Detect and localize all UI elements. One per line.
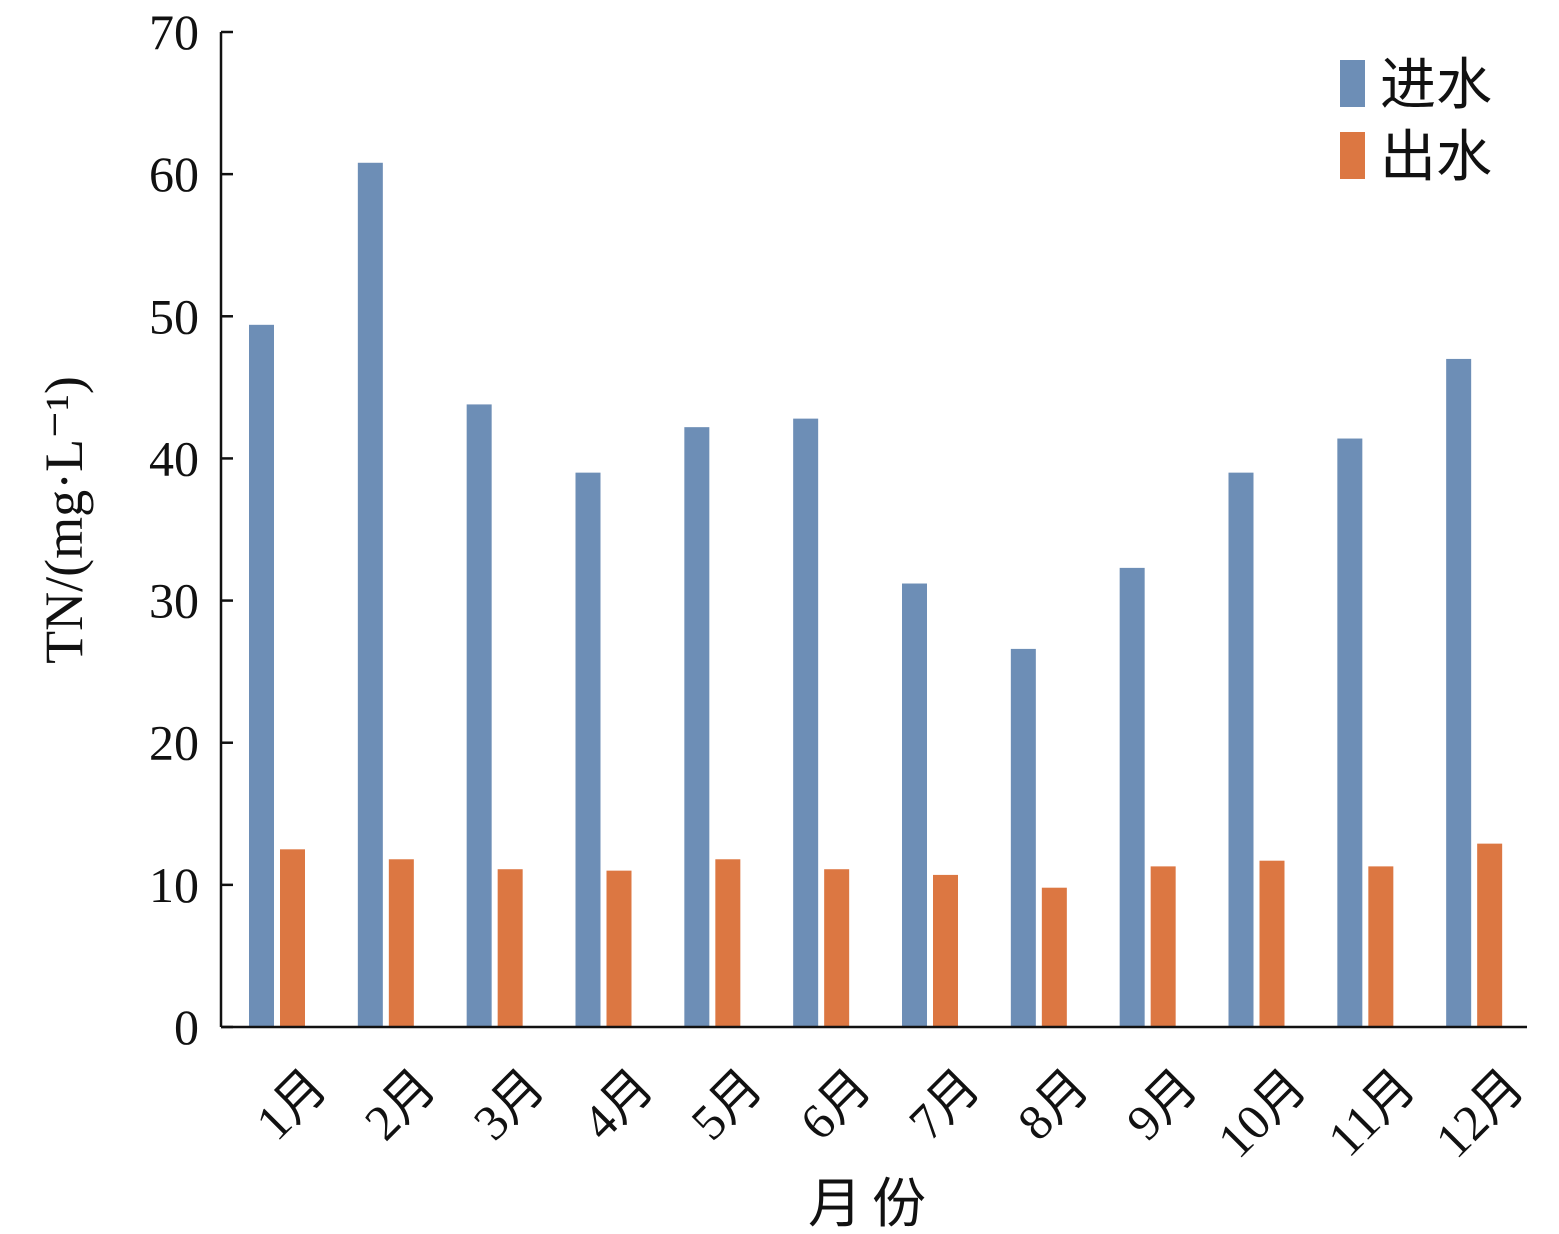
- legend-swatch: [1340, 60, 1365, 107]
- bar-inflow-3: [466, 404, 492, 1027]
- bar-outflow-3: [497, 869, 523, 1027]
- bar-inflow-12: [1446, 358, 1472, 1027]
- x-tick-label: 11月: [1317, 1058, 1426, 1167]
- y-tick-label: 20: [149, 715, 199, 771]
- y-tick-label: 70: [149, 4, 199, 60]
- bar-inflow-9: [1119, 567, 1145, 1027]
- bar-inflow-8: [1010, 648, 1036, 1027]
- bar-inflow-4: [575, 472, 601, 1028]
- bar-outflow-8: [1041, 887, 1067, 1027]
- y-tick-label: 0: [174, 999, 199, 1055]
- bar-inflow-5: [684, 427, 710, 1028]
- bar-outflow-6: [824, 869, 850, 1027]
- bar-outflow-11: [1368, 866, 1394, 1027]
- legend-label: 出水: [1380, 127, 1492, 189]
- y-tick-label: 30: [149, 573, 199, 629]
- legend-label: 进水: [1380, 55, 1492, 117]
- bar-inflow-10: [1228, 472, 1254, 1028]
- x-tick-label: 7月: [898, 1058, 991, 1151]
- bar-inflow-11: [1337, 438, 1363, 1027]
- y-axis-title: TN/(mg·L⁻¹): [34, 376, 94, 664]
- x-tick-label: 5月: [680, 1058, 773, 1151]
- legend-swatch: [1340, 132, 1365, 179]
- bar-inflow-7: [902, 583, 927, 1027]
- y-axis: 0 10 20 30 40 50 60 70: [149, 4, 233, 1055]
- x-tick-label: 2月: [354, 1058, 447, 1151]
- x-tick-label: 3月: [463, 1058, 556, 1151]
- bar-outflow-12: [1477, 843, 1503, 1027]
- x-tick-label: 6月: [789, 1058, 882, 1151]
- x-tick-label: 8月: [1007, 1058, 1100, 1151]
- x-tick-label: 10月: [1207, 1058, 1317, 1168]
- bar-inflow-2: [357, 162, 383, 1027]
- bar-outflow-2: [388, 859, 414, 1027]
- y-tick-label: 10: [149, 857, 199, 913]
- bar-outflow-5: [715, 859, 741, 1027]
- y-tick-label: 40: [149, 430, 199, 486]
- bar-inflow-6: [793, 418, 819, 1028]
- bar-inflow-1: [249, 324, 274, 1027]
- x-tick-label: 1月: [245, 1058, 338, 1151]
- bar-outflow-4: [606, 870, 632, 1027]
- bar-outflow-7: [933, 874, 958, 1027]
- x-tick-label: 4月: [571, 1058, 664, 1151]
- x-tick-label: 9月: [1116, 1058, 1209, 1151]
- x-tick-label: 12月: [1424, 1058, 1534, 1168]
- x-axis-title: 月份: [808, 1174, 936, 1234]
- bar-outflow-9: [1150, 866, 1176, 1027]
- bar-outflow-10: [1259, 860, 1285, 1027]
- y-tick-label: 50: [149, 288, 199, 344]
- y-tick-label: 60: [149, 146, 199, 202]
- bar-group: [249, 162, 1503, 1028]
- bar-outflow-1: [280, 849, 305, 1027]
